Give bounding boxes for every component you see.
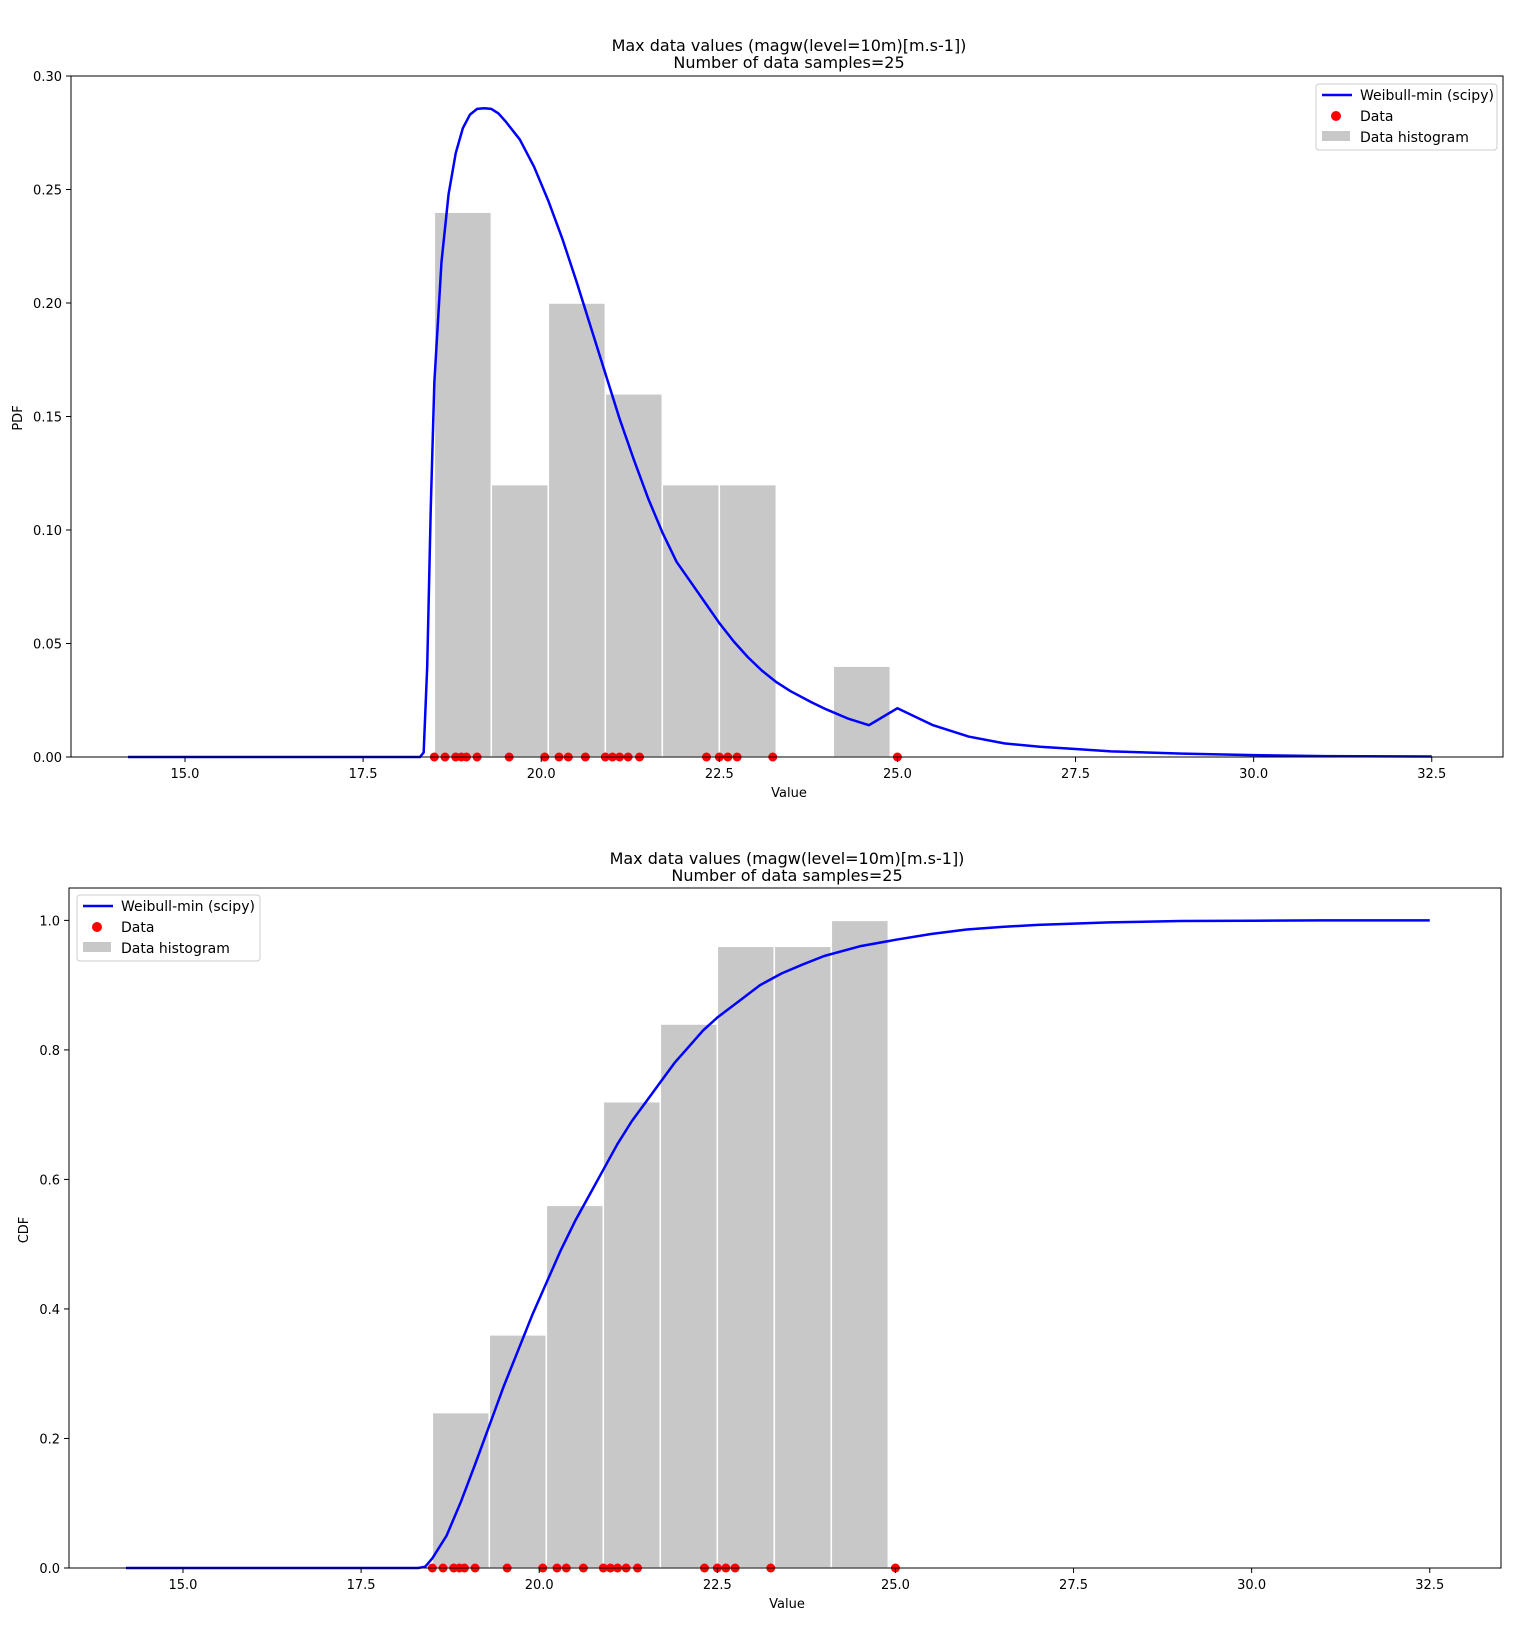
cdf-histogram-bar [830, 919, 890, 1569]
pdf-histogram-bar [832, 665, 892, 758]
cdf-chart-title: Max data values (magw(level=10m)[m.s-1]) [610, 849, 965, 868]
pdf-x-ticks: 15.0 17.5 20.0 22.5 25.0 27.5 30.0 32.5 [171, 757, 1446, 782]
cdf-legend-points-label: Data [121, 920, 154, 936]
cdf-axes-frame [68, 887, 1502, 1569]
pdf-x-tick-label: 32.5 [1417, 767, 1446, 782]
pdf-y-tick-label: 0.00 [33, 751, 62, 766]
pdf-curve [128, 106, 1432, 759]
cdf-y-axis-label: CDF [17, 1217, 32, 1244]
cdf-chart: Max data values (magw(level=10m)[m.s-1])… [17, 849, 1502, 1612]
pdf-histogram-bar [718, 483, 778, 758]
pdf-legend: Weibull-min (scipy) Data Data histogram [1315, 83, 1498, 151]
cdf-histogram-bar [716, 945, 776, 1569]
cdf-x-tick-label: 17.5 [347, 1578, 376, 1593]
cdf-y-tick-label: 1.0 [39, 914, 60, 929]
pdf-y-tick-label: 0.05 [33, 638, 62, 653]
cdf-x-tick-label: 27.5 [1059, 1578, 1088, 1593]
cdf-curve [126, 919, 1430, 1570]
cdf-y-tick-label: 0.2 [39, 1432, 60, 1447]
cdf-y-tick-label: 0.4 [39, 1303, 60, 1318]
cdf-x-tick-label: 20.0 [525, 1578, 554, 1593]
pdf-legend-curve-label: Weibull-min (scipy) [1360, 88, 1494, 104]
cdf-legend-bars-swatch [83, 942, 111, 952]
cdf-x-tick-label: 22.5 [703, 1578, 732, 1593]
pdf-x-tick-label: 15.0 [171, 767, 200, 782]
pdf-y-ticks: 0.00 0.05 0.10 0.15 0.20 0.25 0.30 [33, 70, 71, 766]
pdf-y-axis-label: PDF [11, 405, 26, 430]
pdf-chart: Max data values (magw(level=10m)[m.s-1])… [11, 36, 1504, 801]
cdf-histogram-bar [773, 945, 833, 1569]
cdf-x-tick-label: 32.5 [1415, 1578, 1444, 1593]
cdf-legend: Weibull-min (scipy) Data Data histogram [76, 894, 261, 962]
cdf-x-axis-label: Value [769, 1597, 805, 1612]
pdf-histogram-bar [490, 483, 550, 758]
pdf-y-tick-label: 0.30 [33, 70, 62, 85]
cdf-x-tick-label: 15.0 [169, 1578, 198, 1593]
pdf-histogram-bar [661, 483, 721, 758]
cdf-weibull-curve-line [126, 919, 1430, 1570]
pdf-y-tick-label: 0.10 [33, 524, 62, 539]
cdf-y-tick-label: 0.0 [39, 1562, 60, 1577]
pdf-legend-bars-label: Data histogram [1360, 130, 1469, 146]
pdf-x-tick-label: 20.0 [527, 767, 556, 782]
cdf-legend-box [76, 894, 261, 962]
cdf-x-tick-label: 30.0 [1237, 1578, 1266, 1593]
pdf-axes-frame [70, 75, 1504, 758]
cdf-legend-bars-label: Data histogram [121, 941, 230, 957]
pdf-y-tick-label: 0.15 [33, 411, 62, 426]
cdf-x-ticks: 15.0 17.5 20.0 22.5 25.0 27.5 30.0 32.5 [169, 1568, 1444, 1593]
pdf-x-tick-label: 17.5 [349, 767, 378, 782]
cdf-x-tick-label: 25.0 [881, 1578, 910, 1593]
pdf-weibull-curve-line [128, 106, 1432, 759]
pdf-x-tick-label: 30.0 [1239, 767, 1268, 782]
cdf-histogram-bar [488, 1334, 548, 1569]
cdf-y-tick-label: 0.8 [39, 1044, 60, 1059]
cdf-y-tick-label: 0.6 [39, 1173, 60, 1188]
pdf-histogram-bar [547, 302, 607, 758]
pdf-chart-title: Max data values (magw(level=10m)[m.s-1]) [612, 36, 967, 55]
pdf-x-tick-label: 27.5 [1061, 767, 1090, 782]
cdf-histogram-bars [431, 919, 890, 1569]
pdf-y-tick-label: 0.25 [33, 184, 62, 199]
pdf-histogram-bars [433, 211, 892, 758]
pdf-histogram-bar [433, 211, 493, 758]
pdf-y-tick-label: 0.20 [33, 297, 62, 312]
pdf-legend-points-swatch [1331, 111, 1341, 121]
pdf-legend-points-label: Data [1360, 109, 1393, 125]
pdf-chart-subtitle: Number of data samples=25 [673, 53, 904, 72]
cdf-histogram-bar [602, 1100, 662, 1569]
cdf-legend-points-swatch [92, 922, 102, 932]
pdf-x-tick-label: 25.0 [883, 767, 912, 782]
pdf-legend-bars-swatch [1322, 131, 1350, 141]
pdf-histogram-bar [604, 393, 664, 758]
pdf-x-tick-label: 22.5 [705, 767, 734, 782]
pdf-legend-box [1315, 83, 1498, 151]
pdf-x-axis-label: Value [771, 786, 807, 801]
cdf-chart-subtitle: Number of data samples=25 [671, 866, 902, 885]
cdf-histogram-bar [545, 1204, 605, 1569]
cdf-legend-curve-label: Weibull-min (scipy) [121, 899, 255, 915]
cdf-histogram-bar [659, 1023, 719, 1569]
cdf-y-ticks: 0.0 0.2 0.4 0.6 0.8 1.0 [39, 914, 69, 1577]
